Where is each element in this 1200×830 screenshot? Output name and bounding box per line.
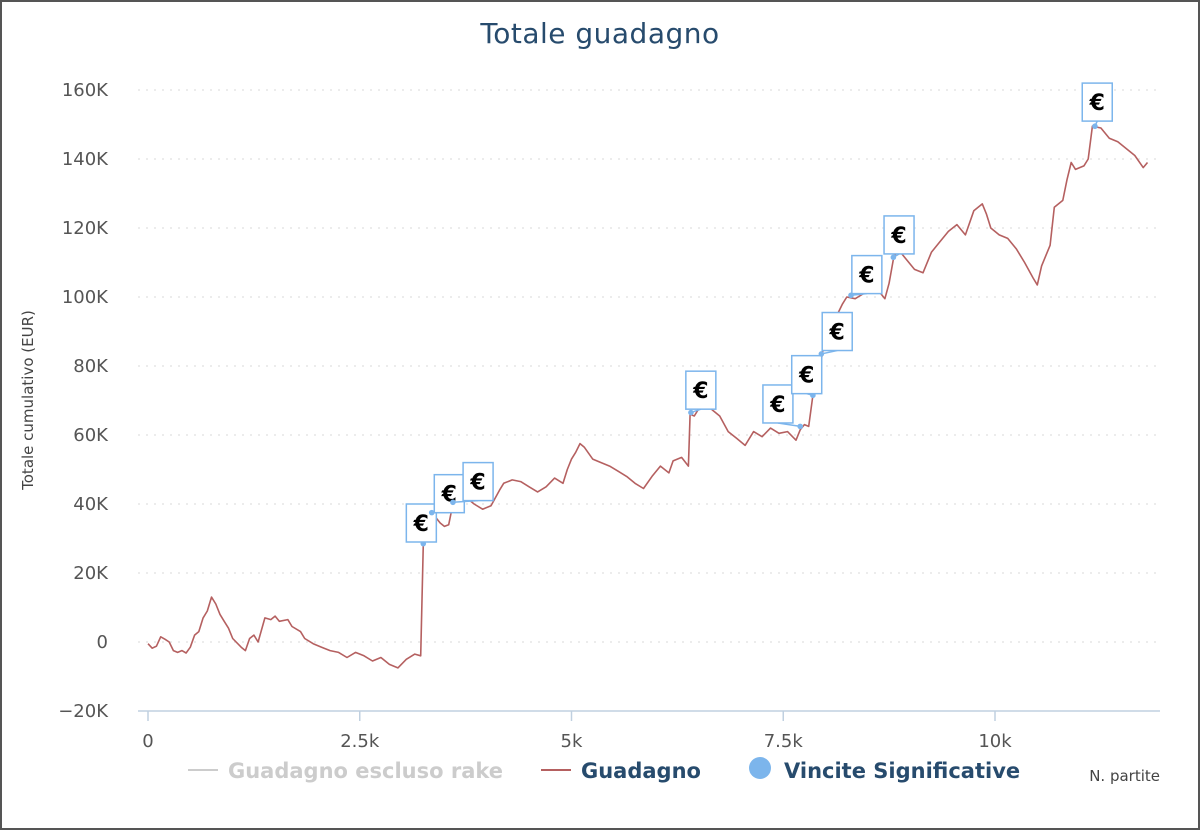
flag-box bbox=[685, 370, 717, 410]
flag-marker[interactable]: € bbox=[762, 384, 803, 430]
flag-label: € bbox=[413, 512, 429, 537]
y-tick-label: 140K bbox=[62, 149, 109, 170]
flag-label: € bbox=[469, 471, 485, 496]
flag-marker[interactable]: € bbox=[818, 311, 853, 357]
flag-marker[interactable]: € bbox=[450, 461, 494, 506]
flag-point bbox=[428, 509, 435, 516]
y-tick-label: 100K bbox=[62, 287, 109, 308]
flag-point bbox=[818, 351, 825, 357]
chart-title: Totale guadagno bbox=[479, 17, 719, 50]
flag-point bbox=[890, 254, 897, 261]
flag-label: € bbox=[692, 379, 708, 404]
x-axis-title: N. partite bbox=[1089, 767, 1160, 785]
legend-label: Vincite Significative bbox=[784, 759, 1020, 783]
grid-layer bbox=[138, 89, 1160, 643]
flag-marker[interactable]: € bbox=[883, 215, 915, 261]
flag-marker[interactable]: € bbox=[1081, 82, 1113, 130]
legend-item[interactable]: Guadagno bbox=[541, 759, 701, 783]
legend-label: Guadagno bbox=[581, 759, 701, 783]
flag-marker[interactable]: € bbox=[848, 254, 883, 299]
flag-box bbox=[762, 384, 794, 424]
flag-point bbox=[1092, 123, 1098, 130]
x-tick-label: 7.5k bbox=[764, 731, 804, 752]
flag-box bbox=[851, 254, 883, 295]
legend-item[interactable]: Vincite Significative bbox=[749, 757, 1020, 783]
y-tick-label: 80K bbox=[73, 356, 109, 377]
flag-box bbox=[462, 461, 494, 502]
flag-label: € bbox=[829, 321, 845, 346]
legend-label: Guadagno escluso rake bbox=[228, 759, 503, 783]
y-tick-label: 40K bbox=[73, 494, 109, 515]
flag-box bbox=[790, 354, 823, 395]
flag-box bbox=[1081, 82, 1113, 122]
flags-layer: €€ €€€€€€€€ bbox=[405, 82, 1113, 547]
flag-point bbox=[797, 423, 803, 430]
legend: Guadagno escluso rake Guadagno Vincite Sig… bbox=[188, 757, 1020, 783]
series-line-guadagno bbox=[147, 125, 1149, 669]
flag-label: € bbox=[858, 264, 874, 289]
y-axis-title: Totale cumulativo (EUR) bbox=[19, 310, 37, 491]
x-tick-label: 0 bbox=[142, 731, 153, 752]
flag-marker[interactable]: € bbox=[685, 370, 717, 416]
legend-symbol-dot bbox=[749, 757, 771, 779]
flag-marker[interactable]: € bbox=[428, 473, 466, 516]
flag-point bbox=[450, 499, 456, 506]
y-tick-label: 120K bbox=[62, 218, 109, 239]
y-tick-label: 0 bbox=[97, 632, 108, 653]
flag-label: € bbox=[769, 393, 785, 418]
y-tick-label: 160K bbox=[62, 80, 109, 101]
legend-item[interactable]: Guadagno escluso rake bbox=[188, 759, 503, 783]
x-tick-label: 10k bbox=[978, 731, 1012, 752]
flag-label: € bbox=[1089, 91, 1105, 116]
x-tick-label: 2.5k bbox=[340, 731, 380, 752]
y-tick-label: 20K bbox=[73, 563, 109, 584]
flag-box bbox=[821, 311, 853, 352]
flag-marker[interactable]: € bbox=[790, 354, 823, 399]
y-tick-label: −20K bbox=[58, 701, 109, 722]
flag-marker[interactable]: € bbox=[405, 503, 438, 547]
series-layer bbox=[147, 125, 1149, 669]
flag-box bbox=[883, 215, 915, 255]
x-tick-label: 5k bbox=[561, 731, 583, 752]
axes-layer: −20K 0 20K 40K 60K 80K 100K 120K 140K 160K 0 2.5k 5k… bbox=[58, 80, 1160, 752]
flag-label: € bbox=[890, 224, 906, 249]
y-tick-label: 60K bbox=[73, 425, 109, 446]
flag-label: € bbox=[798, 364, 814, 389]
flag-point bbox=[688, 409, 694, 416]
